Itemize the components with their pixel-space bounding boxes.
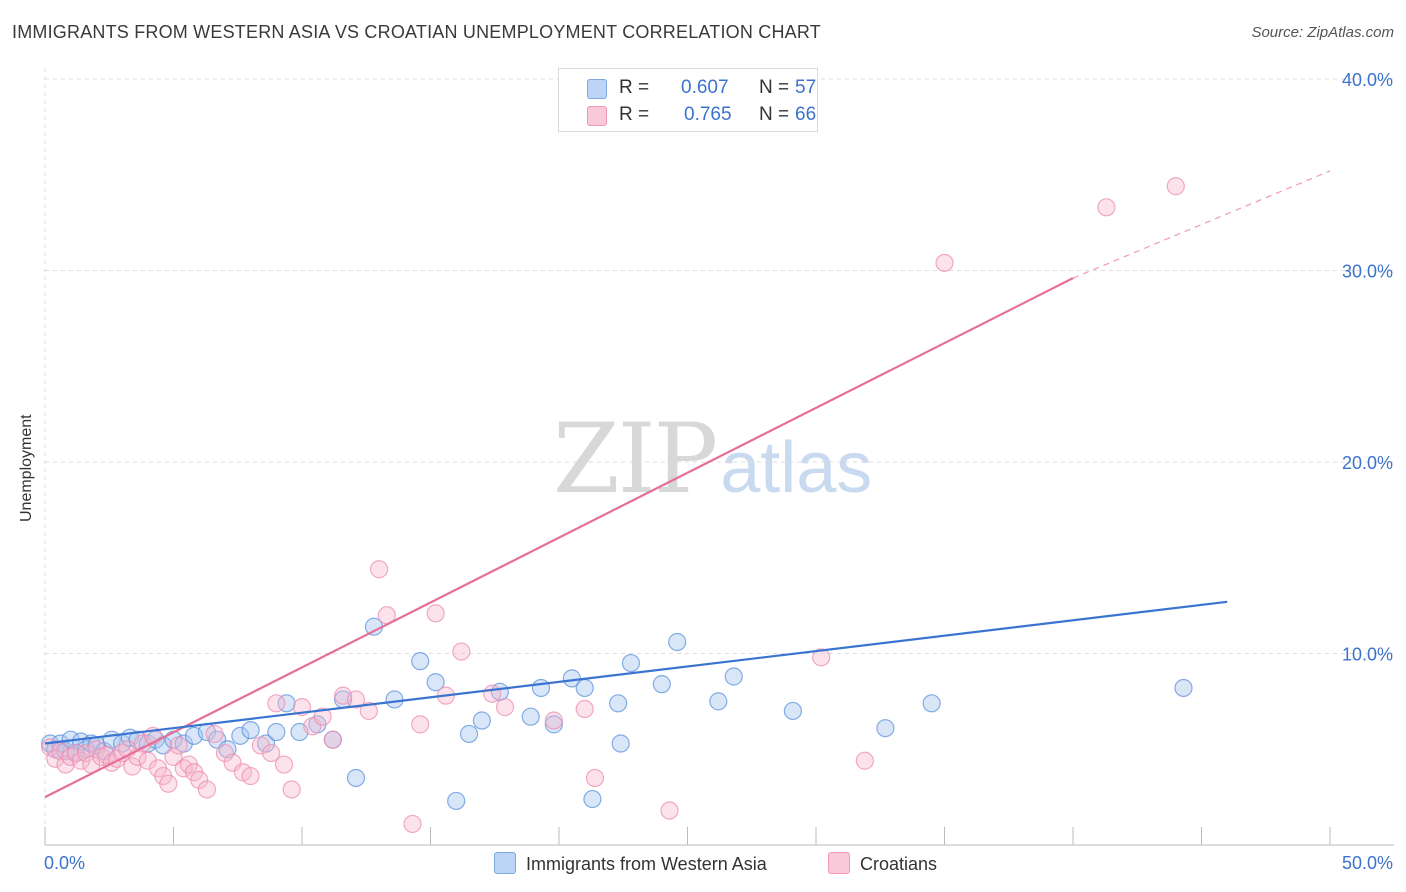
- data-point-croatians: [483, 684, 502, 703]
- data-point-immigrants: [231, 726, 250, 745]
- data-point-croatians: [169, 736, 188, 755]
- y-tick-label: 40.0%: [1342, 70, 1393, 90]
- data-point-croatians: [660, 801, 679, 820]
- data-point-croatians: [274, 755, 294, 774]
- data-point-croatians: [262, 743, 281, 763]
- data-point-croatians: [370, 560, 389, 579]
- data-point-croatians: [190, 770, 209, 789]
- trend-line-croatians: [44, 277, 1074, 799]
- data-point-croatians: [323, 730, 342, 749]
- data-point-croatians: [855, 751, 874, 770]
- series-immigrants-points: [41, 617, 1193, 811]
- legend-n-label: N =: [759, 77, 790, 98]
- data-point-immigrants: [241, 720, 260, 740]
- data-point-croatians: [812, 648, 831, 667]
- data-point-immigrants: [668, 632, 687, 652]
- legend-swatch-blue: [587, 79, 607, 99]
- watermark: ZIPatlas: [553, 403, 872, 515]
- data-point-croatians: [197, 780, 217, 799]
- data-point-immigrants: [447, 791, 466, 811]
- axes: [44, 827, 1394, 846]
- chart-title: IMMIGRANTS FROM WESTERN ASIA VS CROATIAN…: [12, 22, 821, 42]
- data-point-immigrants: [724, 667, 743, 686]
- data-point-croatians: [282, 780, 301, 799]
- data-point-immigrants: [609, 694, 628, 713]
- y-tick-label: 20.0%: [1342, 453, 1393, 473]
- data-point-immigrants: [277, 694, 296, 713]
- bottom-swatch-blue: [494, 852, 516, 874]
- trend-line-croatians-extension: [1072, 170, 1331, 279]
- data-point-immigrants: [411, 652, 430, 671]
- legend-swatch-pink: [587, 106, 607, 126]
- bottom-legend-immigrants: Immigrants from Western Asia: [494, 852, 767, 875]
- data-point-croatians: [159, 774, 178, 793]
- legend-r-value: 0.607: [681, 77, 729, 98]
- data-point-immigrants: [1174, 678, 1193, 698]
- data-point-croatians: [585, 768, 605, 788]
- y-tick-label: 10.0%: [1342, 645, 1393, 665]
- data-point-immigrants: [575, 678, 594, 698]
- bottom-legend-croatians: Croatians: [828, 852, 937, 875]
- data-point-immigrants: [426, 673, 445, 692]
- legend-n-value: 57: [795, 77, 817, 98]
- bottom-legend-label: Immigrants from Western Asia: [526, 854, 767, 874]
- data-point-immigrants: [652, 675, 671, 694]
- data-point-immigrants: [783, 701, 802, 721]
- data-point-croatians: [346, 690, 366, 709]
- data-point-croatians: [205, 724, 224, 744]
- data-point-immigrants: [621, 653, 641, 673]
- y-tick-label: 30.0%: [1342, 262, 1393, 282]
- correlation-legend: R = 0.607 N = 57 R = 0.765 N = 66: [558, 68, 818, 132]
- series-croatians-points: [41, 177, 1185, 834]
- data-point-immigrants: [385, 690, 404, 709]
- data-point-croatians: [241, 766, 260, 786]
- data-point-immigrants: [544, 715, 563, 734]
- legend-n-label: N =: [759, 104, 790, 125]
- bottom-legend-label: Croatians: [860, 854, 938, 874]
- data-point-croatians: [575, 699, 594, 719]
- x-tick-label-min: 0.0%: [44, 853, 85, 873]
- data-point-croatians: [251, 736, 270, 755]
- bottom-swatch-pink: [828, 852, 850, 874]
- data-point-immigrants: [709, 692, 728, 711]
- data-point-croatians: [452, 642, 471, 661]
- data-point-croatians: [544, 711, 563, 730]
- trend-lines: [44, 170, 1331, 799]
- data-point-croatians: [1097, 198, 1116, 217]
- data-point-croatians: [935, 253, 954, 272]
- legend-r-label: R =: [619, 104, 650, 125]
- data-point-croatians: [1166, 177, 1185, 196]
- watermark-atlas: atlas: [720, 428, 873, 508]
- data-point-croatians: [138, 751, 157, 770]
- data-point-croatians: [411, 715, 430, 734]
- data-point-croatians: [426, 604, 445, 623]
- data-point-croatians: [313, 707, 332, 726]
- data-point-immigrants: [472, 711, 491, 730]
- data-point-croatians: [215, 743, 234, 763]
- tick-labels: 10.0% 20.0% 30.0% 40.0% 0.0% 50.0%: [44, 70, 1393, 873]
- trend-line-immigrants: [44, 600, 1228, 745]
- data-point-immigrants: [267, 722, 286, 742]
- data-point-immigrants: [611, 734, 630, 753]
- data-point-immigrants: [459, 724, 479, 744]
- data-point-immigrants: [583, 789, 602, 809]
- data-point-croatians: [267, 694, 286, 713]
- data-point-croatians: [164, 747, 183, 767]
- legend-n-value: 66: [795, 104, 817, 125]
- x-tick-label-max: 50.0%: [1342, 853, 1393, 873]
- data-point-immigrants: [876, 719, 895, 738]
- data-point-croatians: [77, 743, 96, 763]
- data-point-croatians: [495, 698, 515, 717]
- data-point-immigrants: [346, 768, 366, 788]
- data-point-croatians: [359, 701, 378, 721]
- data-point-croatians: [403, 814, 422, 834]
- data-point-immigrants: [521, 707, 540, 726]
- legend-r-value: 0.765: [684, 104, 732, 125]
- source-label: Source: ZipAtlas.com: [1251, 24, 1394, 41]
- legend-r-label: R =: [619, 77, 650, 98]
- watermark-zip: ZIP: [553, 403, 718, 515]
- data-point-immigrants: [922, 694, 941, 713]
- data-point-immigrants: [531, 678, 551, 698]
